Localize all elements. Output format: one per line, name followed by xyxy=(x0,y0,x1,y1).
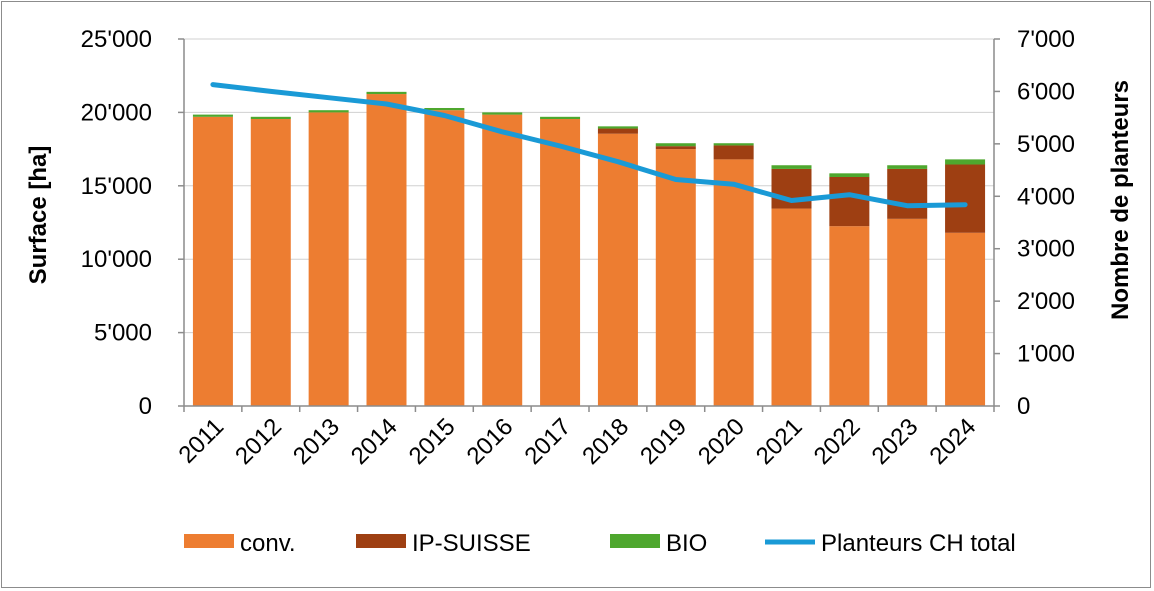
legend-label-ip-suisse: IP-SUISSE xyxy=(412,530,531,557)
bar-ip-suisse-2018 xyxy=(597,128,638,134)
y2-tick-label: 0 xyxy=(1017,393,1030,420)
bar-bio-2023 xyxy=(887,165,928,169)
line-planteurs-ch-total xyxy=(210,82,968,209)
y2-tick-label: 7'000 xyxy=(1017,26,1075,53)
y-tick-label: 0 xyxy=(139,393,152,420)
x-tick-label: 2018 xyxy=(577,413,634,470)
x-tick-label: 2023 xyxy=(867,413,924,470)
x-tick-label: 2020 xyxy=(693,413,750,470)
bar-bio-2020 xyxy=(713,143,754,146)
planteurs-line xyxy=(210,82,968,209)
x-tick-label: 2024 xyxy=(924,413,981,470)
gridlines xyxy=(184,38,994,334)
legend-swatch-ip-suisse xyxy=(356,534,406,548)
x-tick-label: 2015 xyxy=(404,413,461,470)
x-tick-label: 2012 xyxy=(230,413,287,470)
bar-conv-2023 xyxy=(887,218,928,406)
y-tick-label: 5'000 xyxy=(94,320,152,347)
bar-bio-2014 xyxy=(366,91,407,95)
bar-bio-2016 xyxy=(482,112,523,115)
bar-conv-2021 xyxy=(771,208,812,406)
x-tick-label: 2011 xyxy=(174,413,230,469)
bar-ip-suisse-2020 xyxy=(713,145,754,160)
x-tick-label: 2016 xyxy=(462,413,519,470)
bar-conv-2014 xyxy=(366,94,407,407)
y-tick-label: 15'000 xyxy=(81,173,152,200)
x-tick-label: 2013 xyxy=(288,413,345,470)
bar-bio-2017 xyxy=(540,116,581,120)
bar-bio-2024 xyxy=(945,159,986,165)
axes xyxy=(178,38,1000,412)
bar-bio-2022 xyxy=(829,173,870,177)
y2-tick-label: 5'000 xyxy=(1017,131,1075,158)
y2-axis-title: Nombre de planteurs xyxy=(1107,80,1134,320)
bar-conv-2018 xyxy=(597,133,638,406)
x-tick-labels: 2011 2012 2013 2014 2015 2016 2017 2018 2019 2020… xyxy=(174,413,982,470)
bar-conv-2022 xyxy=(829,226,870,406)
bar-conv-2012 xyxy=(250,119,291,407)
legend-label-planteurs: Planteurs CH total xyxy=(821,530,1016,557)
y2-tick-label: 4'000 xyxy=(1017,183,1075,210)
bar-bio-2021 xyxy=(771,165,812,169)
bar-ip-suisse-2019 xyxy=(655,146,696,150)
legend-swatch-conv xyxy=(184,534,234,548)
bar-conv-2019 xyxy=(655,149,696,406)
bar-conv-2013 xyxy=(308,112,349,407)
bar-bio-2015 xyxy=(424,107,465,111)
y2-tick-label: 2'000 xyxy=(1017,288,1075,315)
x-tick-label: 2014 xyxy=(346,413,403,470)
bar-bio-2013 xyxy=(308,110,349,113)
bar-conv-2016 xyxy=(482,114,523,407)
y2-tick-label: 3'000 xyxy=(1017,236,1075,263)
bar-conv-2015 xyxy=(424,110,465,406)
bar-conv-2024 xyxy=(945,232,986,406)
legend-label-conv: conv. xyxy=(240,530,296,557)
bar-bio-2011 xyxy=(192,114,233,117)
y2-tick-label: 1'000 xyxy=(1017,341,1075,368)
bar-bio-2012 xyxy=(250,116,291,120)
bar-bio-2019 xyxy=(655,143,696,147)
bar-ip-suisse-2023 xyxy=(887,168,928,219)
bar-conv-2011 xyxy=(192,116,233,406)
y2-tick-label: 6'000 xyxy=(1017,78,1075,105)
x-tick-label: 2021 xyxy=(751,413,808,470)
bar-conv-2017 xyxy=(540,119,581,407)
bar-ip-suisse-2024 xyxy=(945,164,986,233)
bar-ip-suisse-2022 xyxy=(829,176,870,227)
y-tick-label: 25'000 xyxy=(81,26,152,53)
y-tick-label: 10'000 xyxy=(81,246,152,273)
x-tick-label: 2017 xyxy=(519,413,576,470)
y-tick-labels: 0 5'000 10'000 15'000 20'000 25'000 xyxy=(81,26,152,420)
legend: conv. IP-SUISSE BIO Planteurs CH total xyxy=(184,530,1016,557)
bar-conv-2020 xyxy=(713,159,754,406)
legend-swatch-bio xyxy=(610,534,660,548)
y2-tick-labels: 0 1'000 2'000 3'000 4'000 5'000 6'000 7'000 xyxy=(1017,26,1075,420)
bars xyxy=(192,91,986,407)
legend-label-bio: BIO xyxy=(666,530,707,557)
y-tick-label: 20'000 xyxy=(81,99,152,126)
bar-bio-2018 xyxy=(597,126,638,129)
x-tick-label: 2022 xyxy=(809,413,866,470)
x-tick-label: 2019 xyxy=(635,413,692,470)
y-axis-title: Surface [ha] xyxy=(25,146,52,285)
